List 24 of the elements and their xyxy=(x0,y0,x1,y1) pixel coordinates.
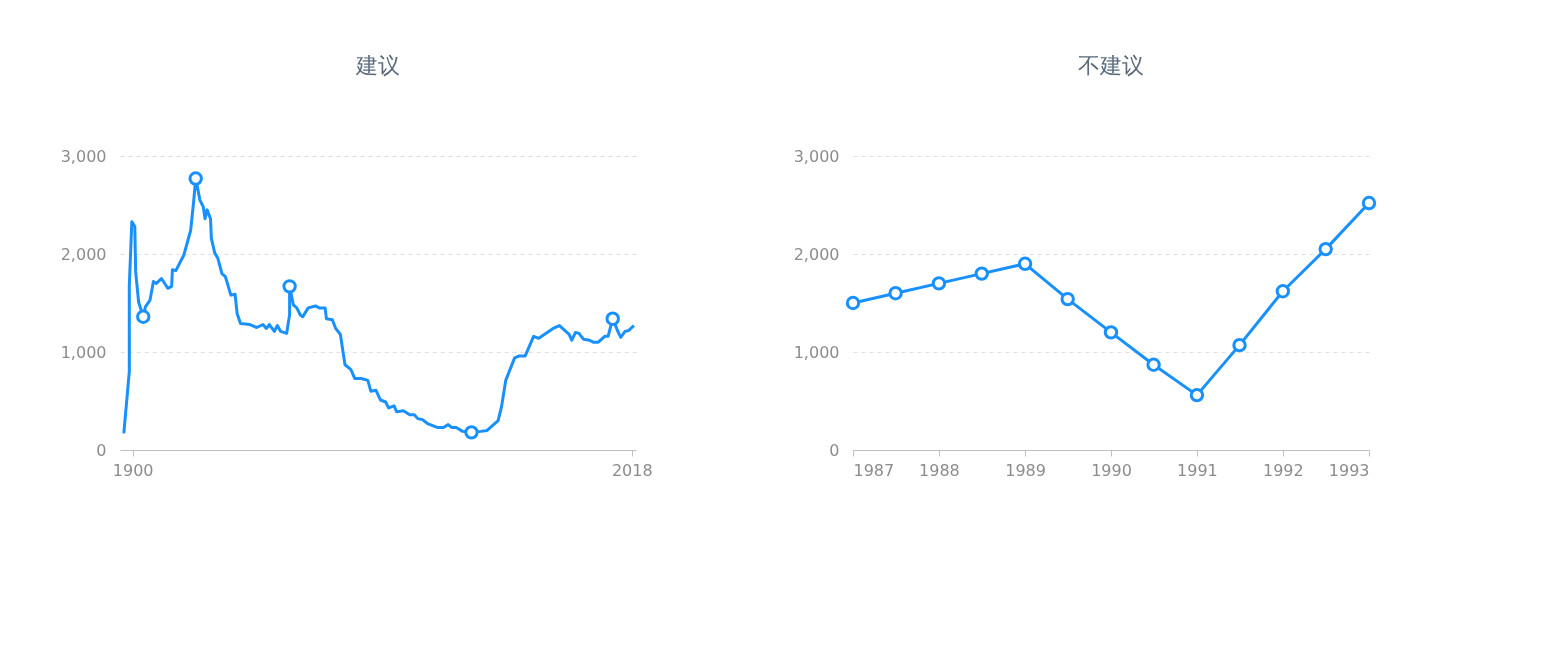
x-tick-label: 1989 xyxy=(1005,460,1046,480)
point xyxy=(188,171,203,186)
x-tick-label: 1991 xyxy=(1177,460,1218,480)
y-tick-label: 2,000 xyxy=(793,244,840,264)
chart-title: 建议 xyxy=(355,53,400,78)
point xyxy=(464,425,479,440)
x-tick-label: 1900 xyxy=(112,460,154,480)
y-tick-label: 1,000 xyxy=(793,342,840,362)
y-tick-label: 2,000 xyxy=(60,244,107,264)
point xyxy=(605,311,620,326)
y-tick-label: 1,000 xyxy=(60,342,107,362)
x-tick-label: 1987 xyxy=(853,460,895,480)
point xyxy=(136,309,151,324)
x-tick-label: 1992 xyxy=(1262,460,1304,480)
chart-title: 不建议 xyxy=(1078,53,1144,78)
y-tick-label: 3,000 xyxy=(793,146,840,166)
x-tick-label: 1993 xyxy=(1328,460,1370,480)
y-tick-label: 0 xyxy=(829,440,840,460)
y-tick-label: 3,000 xyxy=(60,146,107,166)
x-tick-label: 1990 xyxy=(1091,460,1132,480)
y-tick-label: 0 xyxy=(96,440,107,460)
x-tick-label: 2018 xyxy=(611,460,653,480)
point xyxy=(282,279,297,294)
x-tick-label: 1988 xyxy=(919,460,960,480)
